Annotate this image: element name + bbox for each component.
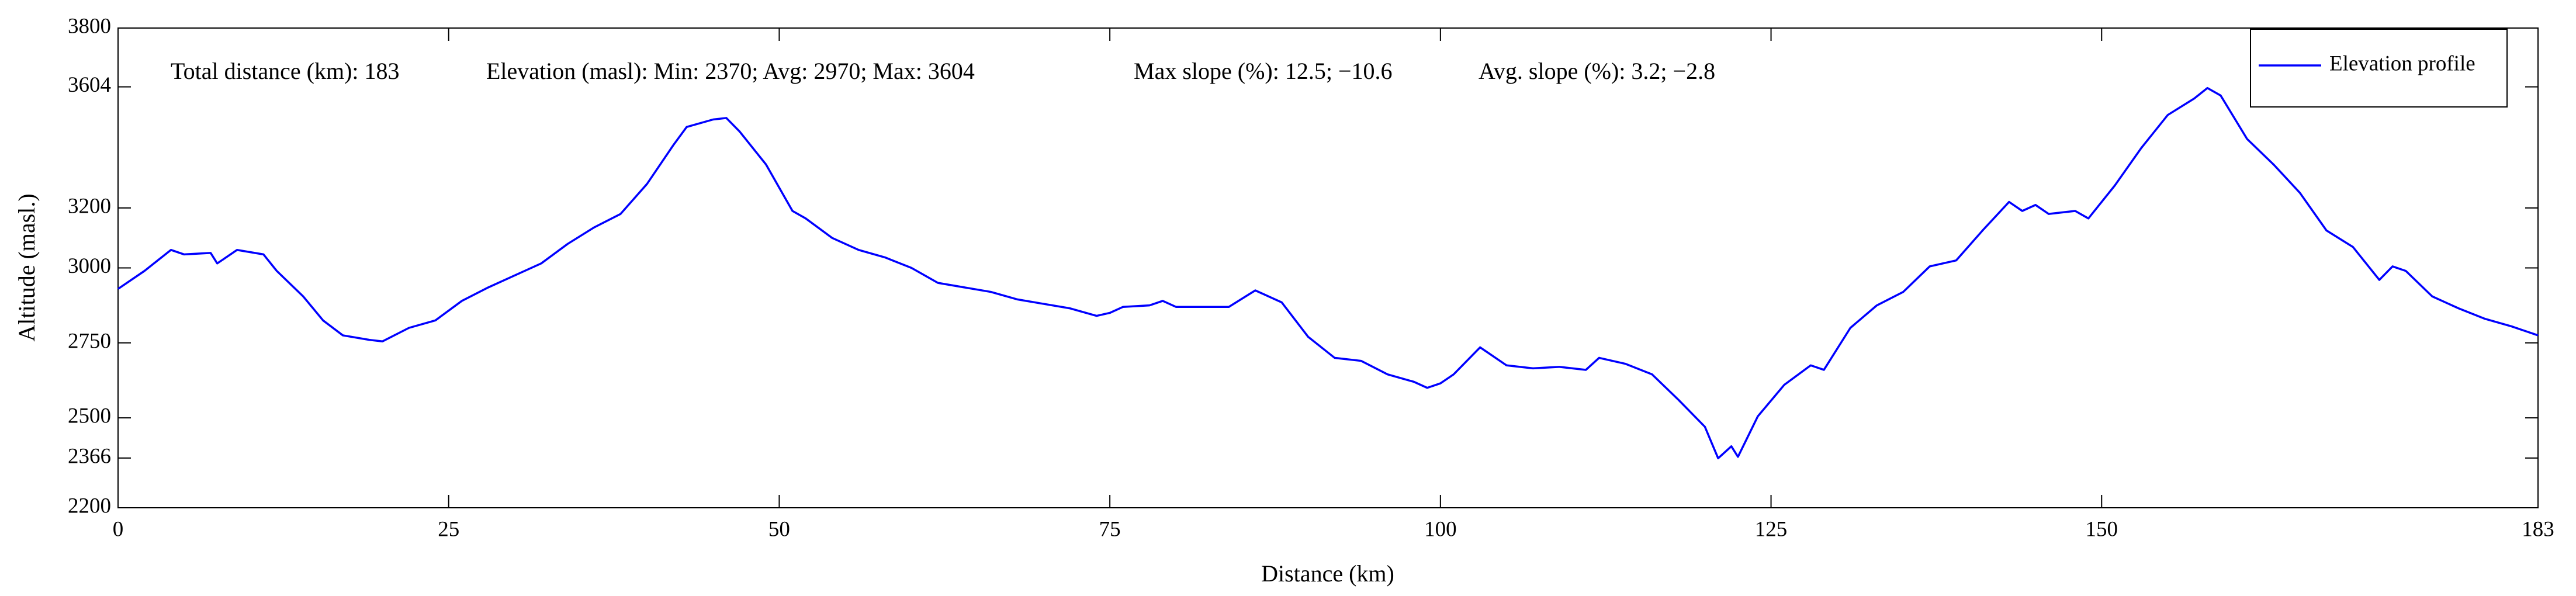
legend-label: Elevation profile: [2329, 51, 2475, 75]
annotation: Total distance (km): 183: [171, 58, 400, 84]
y-tick-label: 3200: [68, 194, 111, 218]
plot-frame: [117, 27, 2539, 508]
x-tick-label: 125: [1755, 517, 1788, 541]
y-tick-label: 3800: [68, 14, 111, 38]
x-tick-label: 25: [438, 517, 459, 541]
y-tick-label: 3000: [68, 254, 111, 278]
x-tick-label: 150: [2086, 517, 2118, 541]
annotation: Max slope (%): 12.5; −10.6: [1134, 58, 1393, 84]
y-tick-label: 2200: [68, 494, 111, 518]
x-tick-label: 183: [2522, 517, 2554, 541]
y-tick-label: 3604: [68, 73, 111, 97]
x-tick-label: 75: [1099, 517, 1121, 541]
x-tick-label: 0: [113, 517, 124, 541]
annotation: Avg. slope (%): 3.2; −2.8: [1479, 58, 1715, 84]
y-tick-label: 2750: [68, 329, 111, 353]
x-tick-label: 100: [1424, 517, 1457, 541]
annotation: Elevation (masl): Min: 2370; Avg: 2970; …: [486, 58, 975, 84]
x-tick-label: 50: [768, 517, 790, 541]
y-tick-label: 2500: [68, 404, 111, 428]
y-tick-label: 2366: [68, 444, 111, 468]
y-axis-label: Altitude (masl.): [13, 193, 40, 341]
elevation-line: [117, 86, 2539, 460]
legend-box: [2250, 29, 2508, 108]
x-axis-label: Distance (km): [1261, 560, 1394, 587]
